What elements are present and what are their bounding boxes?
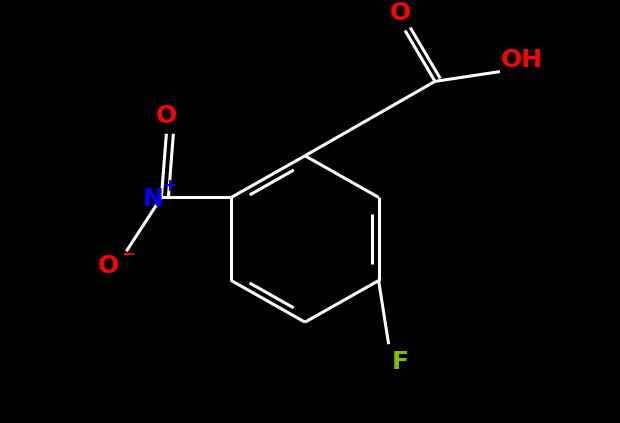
Text: F: F [392,350,409,374]
Text: OH: OH [501,48,543,72]
Text: O: O [156,104,177,128]
Text: −: − [122,244,135,262]
Text: O: O [98,254,119,278]
Text: O: O [389,1,410,25]
Text: +: + [162,177,176,195]
Text: N: N [143,187,164,212]
